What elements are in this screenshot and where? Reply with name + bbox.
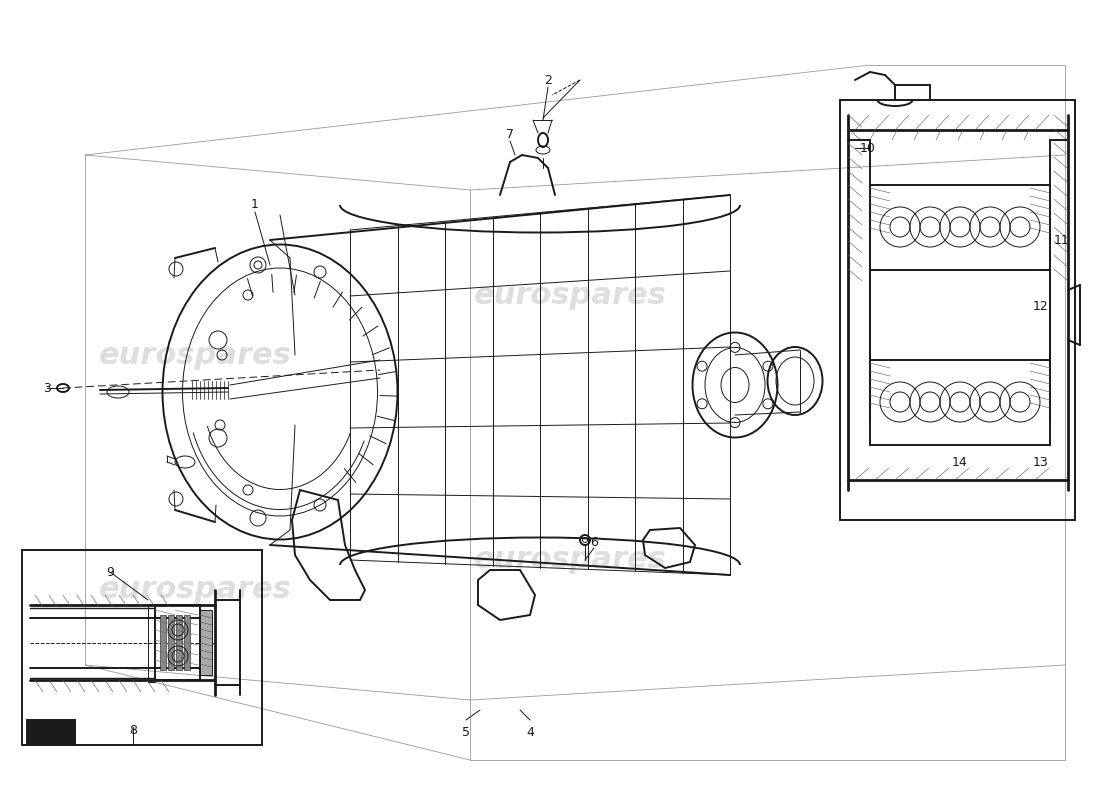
Text: 11: 11	[1054, 234, 1070, 246]
Text: eurospares: eurospares	[474, 546, 667, 574]
Bar	[840, 100, 1075, 520]
Bar	[168, 615, 174, 670]
Bar	[870, 360, 1050, 445]
Text: 5: 5	[462, 726, 470, 739]
Bar	[870, 185, 1050, 270]
Text: 13: 13	[1033, 455, 1049, 469]
Text: 10: 10	[860, 142, 876, 154]
Bar	[176, 615, 182, 670]
Text: 1: 1	[251, 198, 258, 211]
Text: 6: 6	[590, 537, 598, 550]
Bar	[160, 615, 166, 670]
Text: eurospares: eurospares	[99, 575, 292, 605]
Text: 8: 8	[129, 723, 138, 737]
Text: 7: 7	[506, 127, 514, 141]
Text: 2: 2	[544, 74, 552, 86]
Bar	[22, 550, 262, 745]
Text: 3: 3	[43, 382, 51, 394]
Text: 9: 9	[106, 566, 114, 579]
Text: 4: 4	[526, 726, 534, 739]
Text: 14: 14	[953, 455, 968, 469]
Text: eurospares: eurospares	[99, 341, 292, 370]
Text: 12: 12	[1033, 301, 1049, 314]
Polygon shape	[28, 720, 75, 745]
Bar	[155, 605, 200, 680]
Text: eurospares: eurospares	[474, 281, 667, 310]
Bar	[184, 615, 190, 670]
Bar	[200, 610, 212, 675]
